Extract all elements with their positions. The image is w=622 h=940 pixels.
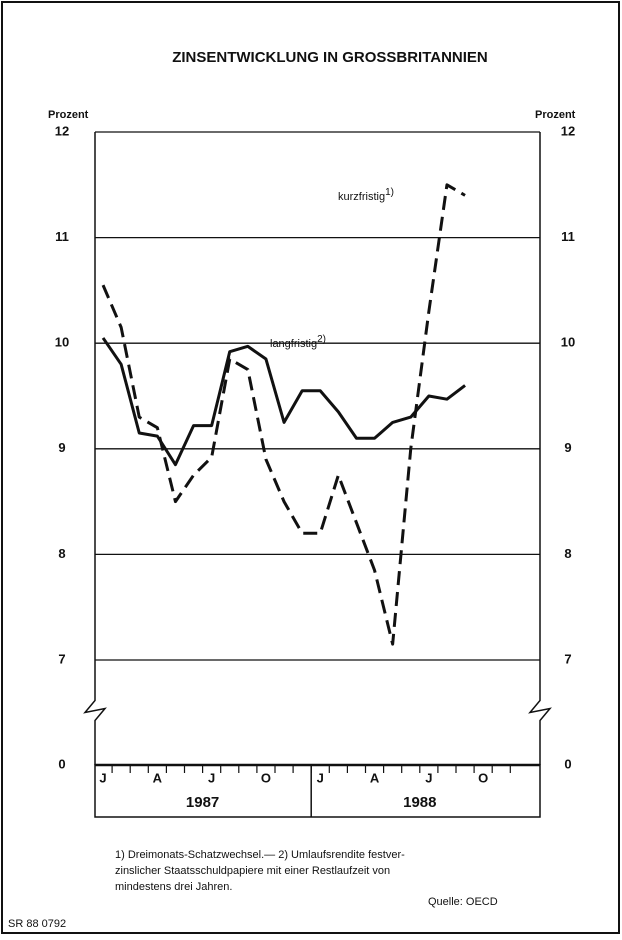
axis-line bbox=[83, 132, 107, 765]
y2-tick-label: 10 bbox=[561, 335, 575, 350]
source: Quelle: OECD bbox=[428, 896, 498, 908]
x-tick-label: O bbox=[261, 770, 271, 785]
x-tick-label: O bbox=[478, 770, 488, 785]
series-name: langfristig bbox=[270, 338, 317, 350]
y2-tick-label: 8 bbox=[564, 546, 571, 561]
y2-tick-label: 7 bbox=[564, 651, 571, 666]
y2-tick-label: 0 bbox=[564, 756, 571, 771]
y-axis-label: Prozent bbox=[48, 109, 89, 121]
x-tick-label: J bbox=[99, 770, 106, 785]
x-tick-label: A bbox=[370, 770, 380, 785]
series-name: kurzfristig bbox=[338, 191, 385, 203]
axis-line bbox=[528, 132, 552, 765]
y2-tick-label: 12 bbox=[561, 123, 575, 138]
x-tick-label: J bbox=[317, 770, 324, 785]
y2-tick-label: 11 bbox=[561, 229, 575, 244]
code: SR 88 0792 bbox=[8, 918, 66, 930]
y-tick-label: 12 bbox=[55, 123, 69, 138]
y2-tick-label: 9 bbox=[564, 440, 571, 455]
footnote: 1) Dreimonats-Schatzwechsel.— 2) Umlaufs… bbox=[115, 849, 405, 861]
y2-axis-label: Prozent bbox=[535, 109, 576, 121]
x-tick-label: J bbox=[425, 770, 432, 785]
y-tick-label: 10 bbox=[55, 335, 69, 350]
series-line bbox=[101, 337, 466, 467]
series-line bbox=[101, 183, 466, 646]
y-tick-label: 7 bbox=[58, 651, 65, 666]
x-tick-label: J bbox=[208, 770, 215, 785]
series-note: 2) bbox=[317, 334, 326, 345]
y-tick-label: 11 bbox=[55, 229, 69, 244]
series-label: langfristig2) bbox=[270, 334, 326, 350]
y-tick-label: 0 bbox=[58, 756, 65, 771]
x-tick-label: A bbox=[153, 770, 163, 785]
series-note: 1) bbox=[385, 187, 394, 198]
year-label: 1987 bbox=[186, 794, 219, 811]
x-band bbox=[94, 764, 541, 818]
chart-title: ZINSENTWICKLUNG IN GROSSBRITANNIEN bbox=[172, 49, 488, 66]
y-tick-label: 8 bbox=[58, 546, 65, 561]
footnote: zinslicher Staatsschuldpapiere mit einer… bbox=[115, 865, 390, 877]
series-label: kurzfristig1) bbox=[338, 187, 394, 203]
y-tick-label: 9 bbox=[58, 440, 65, 455]
year-label: 1988 bbox=[403, 794, 436, 811]
footnote: mindestens drei Jahren. bbox=[115, 881, 232, 893]
